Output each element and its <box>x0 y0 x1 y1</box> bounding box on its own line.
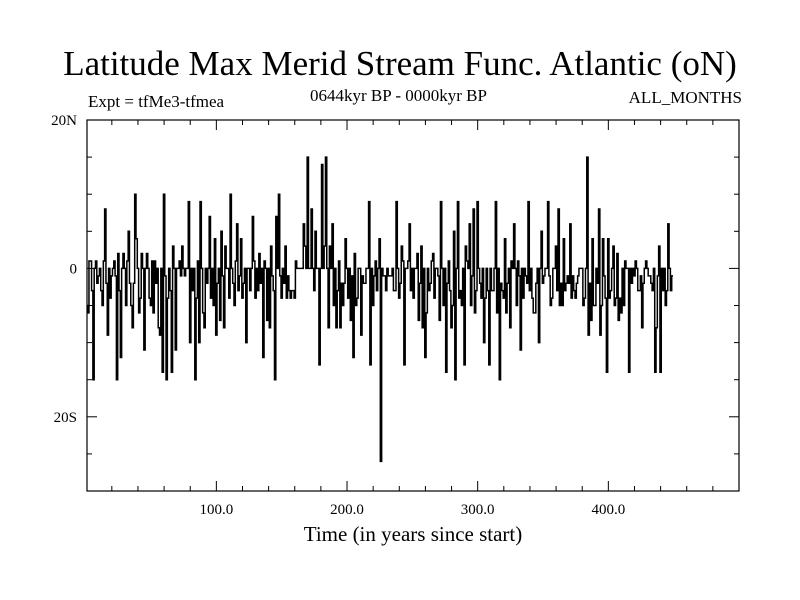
time-range-label: 0644kyr BP - 0000kyr BP <box>310 86 487 105</box>
x-tick-label: 200.0 <box>330 502 364 518</box>
series-line <box>86 156 674 463</box>
y-tick-label: 20S <box>54 410 77 426</box>
x-tick-label: 100.0 <box>199 502 233 518</box>
tick-marks <box>87 120 739 491</box>
x-axis-label: Time (in years since start) <box>303 522 523 546</box>
chart-title: Latitude Max Merid Stream Func. Atlantic… <box>63 44 737 83</box>
months-label: ALL_MONTHS <box>628 88 742 107</box>
plot-frame <box>86 119 740 492</box>
y-tick-label: 20N <box>51 113 77 129</box>
tick-labels: 100.0 200.0 300.0 400.0 20N 0 20S <box>51 113 625 518</box>
y-tick-label: 0 <box>70 261 78 277</box>
series-group <box>86 156 674 463</box>
experiment-label: Expt = tfMe3-tfmea <box>88 92 225 111</box>
x-tick-label: 400.0 <box>591 502 625 518</box>
x-tick-label: 300.0 <box>461 502 495 518</box>
